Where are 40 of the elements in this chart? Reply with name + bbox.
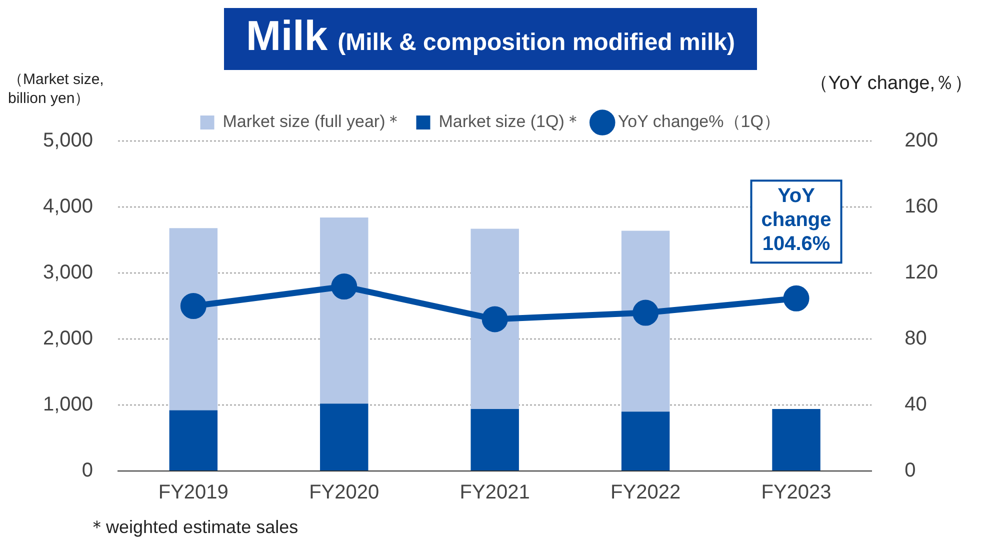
- bar: [772, 408, 820, 470]
- point: [482, 306, 508, 332]
- x-tick-label: FY2023: [761, 482, 832, 504]
- y-axis-title: （Market size, billion yen）: [8, 70, 105, 108]
- y2-tick-label: 80: [904, 328, 927, 350]
- y-tick-label: 1,000: [42, 394, 94, 416]
- y2-tick-label: 200: [904, 130, 938, 152]
- chart-subtitle: (Milk & composition modified milk): [338, 29, 736, 56]
- x-tick-label: FY2019: [158, 482, 228, 504]
- bar: [621, 412, 670, 470]
- y2-tick-label: 120: [904, 262, 938, 284]
- bar: [470, 408, 519, 470]
- point: [331, 274, 358, 300]
- y-tick-label: 3,000: [42, 262, 94, 284]
- y-tick-label: 5,000: [42, 130, 94, 152]
- y2-tick-label: 160: [904, 196, 938, 218]
- point: [783, 285, 810, 312]
- bar: [169, 410, 218, 470]
- bar: [320, 404, 368, 470]
- legend-label: YoY change%（1Q）: [618, 112, 780, 132]
- legend-label: Market size (full year)＊: [222, 112, 402, 132]
- x-tick-label: FY2021: [460, 482, 530, 504]
- point: [180, 293, 206, 319]
- y-tick-label: 4,000: [42, 196, 94, 218]
- legend-label: Market size (1Q)＊: [438, 112, 582, 132]
- point: [632, 300, 659, 326]
- x-tick-label: FY2022: [610, 482, 681, 504]
- x-tick-label: FY2020: [309, 482, 380, 504]
- bar: [169, 228, 218, 410]
- chart-title: Milk: [246, 12, 328, 59]
- bar: [320, 218, 368, 404]
- bar: [470, 228, 519, 409]
- y2-tick-label: 40: [904, 394, 927, 416]
- y-tick-label: 0: [82, 460, 94, 482]
- y2-axis-title: （YoY change,％）: [809, 72, 973, 96]
- bar: [621, 230, 670, 412]
- text: ＊weighted estimate sales: [88, 516, 300, 539]
- annotation: YoY change 104.6%: [761, 185, 832, 256]
- y2-tick-label: 0: [904, 460, 916, 482]
- y-tick-label: 2,000: [42, 328, 94, 350]
